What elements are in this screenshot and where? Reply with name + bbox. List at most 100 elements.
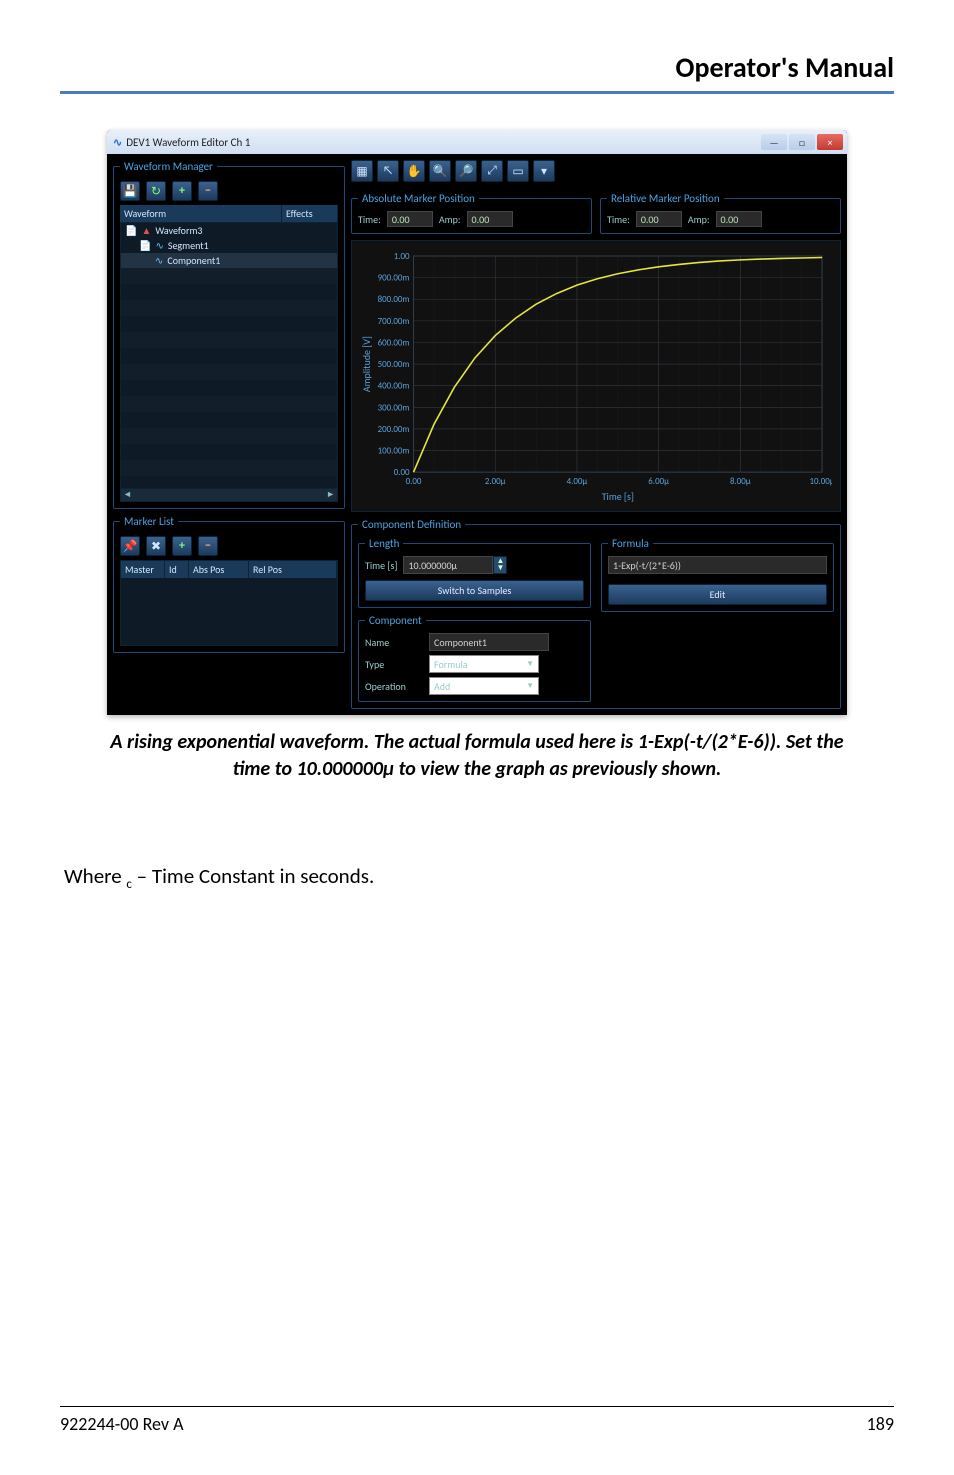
- col-master: Master: [121, 561, 165, 578]
- more-icon[interactable]: ▾: [533, 160, 555, 182]
- rel-marker-panel: Relative Marker Position Time: 0.00 Amp:…: [600, 192, 841, 234]
- svg-text:100.00m: 100.00m: [378, 447, 410, 457]
- svg-text:800.00m: 800.00m: [378, 295, 410, 305]
- rel-time-label: Time:: [607, 213, 630, 226]
- abs-time-label: Time:: [358, 213, 381, 226]
- marker-table: Master Id Abs Pos Rel Pos: [120, 560, 338, 646]
- formula-input[interactable]: 1-Exp(-t/(2*E-6)): [608, 556, 827, 574]
- rel-marker-legend: Relative Marker Position: [607, 192, 724, 205]
- abs-marker-legend: Absolute Marker Position: [358, 192, 479, 205]
- formula-panel: Formula 1-Exp(-t/(2*E-6)) Edit: [601, 537, 834, 612]
- length-legend: Length: [365, 537, 403, 550]
- svg-text:1.00: 1.00: [394, 252, 410, 262]
- marker-add-icon[interactable]: +: [172, 536, 192, 556]
- time-length-input[interactable]: 10.000000µ: [403, 556, 493, 574]
- abs-marker-panel: Absolute Marker Position Time: 0.00 Amp:…: [351, 192, 592, 234]
- waveform-grid-header: Waveform Effects: [120, 205, 338, 222]
- window-close-button[interactable]: ×: [817, 134, 843, 150]
- component-definition-legend: Component Definition: [358, 518, 465, 531]
- switch-to-samples-button[interactable]: Switch to Samples: [365, 580, 584, 601]
- formula-legend: Formula: [608, 537, 653, 550]
- col-id: Id: [165, 561, 189, 578]
- add-icon[interactable]: +: [172, 181, 192, 201]
- marker-list-panel: Marker List 📌 ✖ + − Master Id Abs Pos Re…: [113, 515, 345, 653]
- svg-text:Amplitude [V]: Amplitude [V]: [361, 336, 373, 392]
- zoom-out-icon[interactable]: 🔎: [455, 160, 477, 182]
- col-abspos: Abs Pos: [189, 561, 249, 578]
- rel-time-input[interactable]: 0.00: [636, 211, 682, 227]
- grid-icon[interactable]: ▦: [351, 160, 373, 182]
- svg-text:0.00: 0.00: [406, 477, 422, 487]
- operation-label: Operation: [365, 680, 421, 693]
- svg-text:8.00µ: 8.00µ: [730, 477, 751, 487]
- svg-text:900.00m: 900.00m: [378, 274, 410, 284]
- figure-caption: A rising exponential waveform. The actua…: [100, 729, 854, 783]
- rel-amp-label: Amp:: [688, 213, 710, 226]
- waveform-manager-legend: Waveform Manager: [120, 160, 217, 173]
- svg-text:200.00m: 200.00m: [378, 425, 410, 435]
- page-header-title: Operator's Manual: [60, 50, 894, 85]
- tree-h-scrollbar[interactable]: [121, 488, 337, 502]
- chart-toolbar: ▦ ↖ ✋ 🔍 🔎 ⤢ ▭ ▾: [351, 160, 841, 186]
- svg-text:2.00µ: 2.00µ: [485, 477, 506, 487]
- svg-text:300.00m: 300.00m: [378, 403, 410, 413]
- hand-icon[interactable]: ✋: [403, 160, 425, 182]
- rel-amp-input[interactable]: 0.00: [716, 211, 762, 227]
- window-title: DEV1 Waveform Editor Ch 1: [126, 136, 250, 149]
- tree-row-segment[interactable]: 📄∿Segment1: [121, 238, 337, 253]
- marker-list-legend: Marker List: [120, 515, 178, 528]
- time-s-label: Time [s]: [365, 559, 397, 572]
- app-icon: ∿: [113, 136, 122, 149]
- body-text: Where c – Time Constant in seconds.: [64, 863, 894, 892]
- tree-empty-rows: [121, 268, 337, 488]
- component-operation-select[interactable]: Add▼: [429, 677, 539, 695]
- waveform-manager-panel: Waveform Manager 💾 ↻ + − Waveform Effect…: [113, 160, 345, 509]
- time-spinner[interactable]: ▲▼: [493, 556, 507, 574]
- window-maximize-button[interactable]: □: [789, 134, 815, 150]
- window-titlebar: ∿ DEV1 Waveform Editor Ch 1 — □ ×: [107, 130, 847, 154]
- component-legend: Component: [365, 614, 426, 627]
- length-panel: Length Time [s] 10.000000µ ▲▼ Switc: [358, 537, 591, 608]
- page-footer: 922244-00 Rev A 189: [60, 1406, 894, 1435]
- abs-amp-input[interactable]: 0.00: [467, 211, 513, 227]
- component-panel: Component Name Component1 Type Formula▼: [358, 614, 591, 702]
- svg-text:700.00m: 700.00m: [378, 317, 410, 327]
- window-minimize-button[interactable]: —: [761, 134, 787, 150]
- tree-row-waveform[interactable]: 📄▲Waveform3: [121, 223, 337, 238]
- component-definition-panel: Component Definition Length Time [s] 10.…: [351, 518, 841, 709]
- component-type-select[interactable]: Formula▼: [429, 655, 539, 673]
- name-label: Name: [365, 636, 421, 649]
- abs-time-input[interactable]: 0.00: [387, 211, 433, 227]
- waveform-chart: 0.00 100.00m 200.00m 300.00m 400.00m 500.00m 6…: [356, 247, 832, 507]
- col-waveform: Waveform: [120, 205, 282, 222]
- region-icon[interactable]: ▭: [507, 160, 529, 182]
- svg-text:400.00m: 400.00m: [378, 382, 410, 392]
- col-effects: Effects: [282, 205, 338, 222]
- svg-text:500.00m: 500.00m: [378, 360, 410, 370]
- marker-remove-icon[interactable]: −: [198, 536, 218, 556]
- chart-area: 0.00 100.00m 200.00m 300.00m 400.00m 500.00m 6…: [351, 240, 841, 512]
- abs-amp-label: Amp:: [439, 213, 461, 226]
- edit-formula-button[interactable]: Edit: [608, 584, 827, 605]
- tree-row-component[interactable]: ∿Component1: [121, 253, 337, 268]
- component-name-input[interactable]: Component1: [429, 633, 549, 651]
- footer-left: 922244-00 Rev A: [60, 1413, 184, 1435]
- marker-pin-icon[interactable]: 📌: [120, 536, 140, 556]
- refresh-icon[interactable]: ↻: [146, 181, 166, 201]
- svg-text:4.00µ: 4.00µ: [567, 477, 588, 487]
- svg-text:6.00µ: 6.00µ: [648, 477, 669, 487]
- zoom-in-icon[interactable]: 🔍: [429, 160, 451, 182]
- waveform-editor-window: ∿ DEV1 Waveform Editor Ch 1 — □ × Wavefo…: [107, 130, 847, 715]
- cursor-icon[interactable]: ↖: [377, 160, 399, 182]
- svg-text:600.00m: 600.00m: [378, 338, 410, 348]
- footer-right: 189: [867, 1413, 894, 1435]
- marker-x-icon[interactable]: ✖: [146, 536, 166, 556]
- svg-text:Time [s]: Time [s]: [602, 491, 634, 503]
- waveform-tree[interactable]: 📄▲Waveform3 📄∿Segment1 ∿Component1: [120, 222, 338, 502]
- fit-icon[interactable]: ⤢: [481, 160, 503, 182]
- svg-text:10.00µ: 10.00µ: [809, 477, 832, 487]
- save-icon[interactable]: 💾: [120, 181, 140, 201]
- col-relpos: Rel Pos: [249, 561, 337, 578]
- type-label: Type: [365, 658, 421, 671]
- remove-icon[interactable]: −: [198, 181, 218, 201]
